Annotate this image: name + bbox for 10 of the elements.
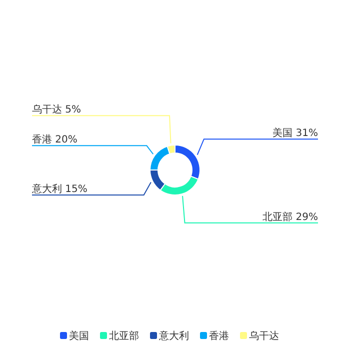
category-label: 香港 20% bbox=[32, 134, 78, 146]
category-label: 美国 31% bbox=[272, 128, 318, 140]
category-label: 意大利 15% bbox=[32, 184, 88, 195]
legend-label: 香港 bbox=[209, 330, 229, 342]
legend-label: 意大利 bbox=[158, 330, 189, 342]
legend-label: 美国 bbox=[69, 330, 89, 342]
category-label: 乌干达 5% bbox=[32, 104, 82, 116]
legend-label: 北亚部 bbox=[109, 330, 139, 342]
legend-label: 乌干达 bbox=[249, 330, 279, 342]
category-label: 北亚部 29% bbox=[262, 212, 318, 223]
